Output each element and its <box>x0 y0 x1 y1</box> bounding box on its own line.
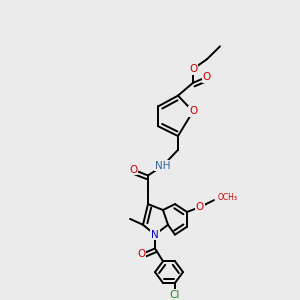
Text: O: O <box>189 106 197 116</box>
Text: OCH₃: OCH₃ <box>218 193 238 202</box>
Text: N: N <box>151 230 159 240</box>
Text: NH: NH <box>155 160 171 171</box>
Text: O: O <box>129 165 137 175</box>
Text: O: O <box>196 202 204 212</box>
Text: O: O <box>137 249 145 260</box>
Text: Cl: Cl <box>170 290 180 300</box>
Text: O: O <box>203 72 211 82</box>
Text: O: O <box>189 64 197 74</box>
